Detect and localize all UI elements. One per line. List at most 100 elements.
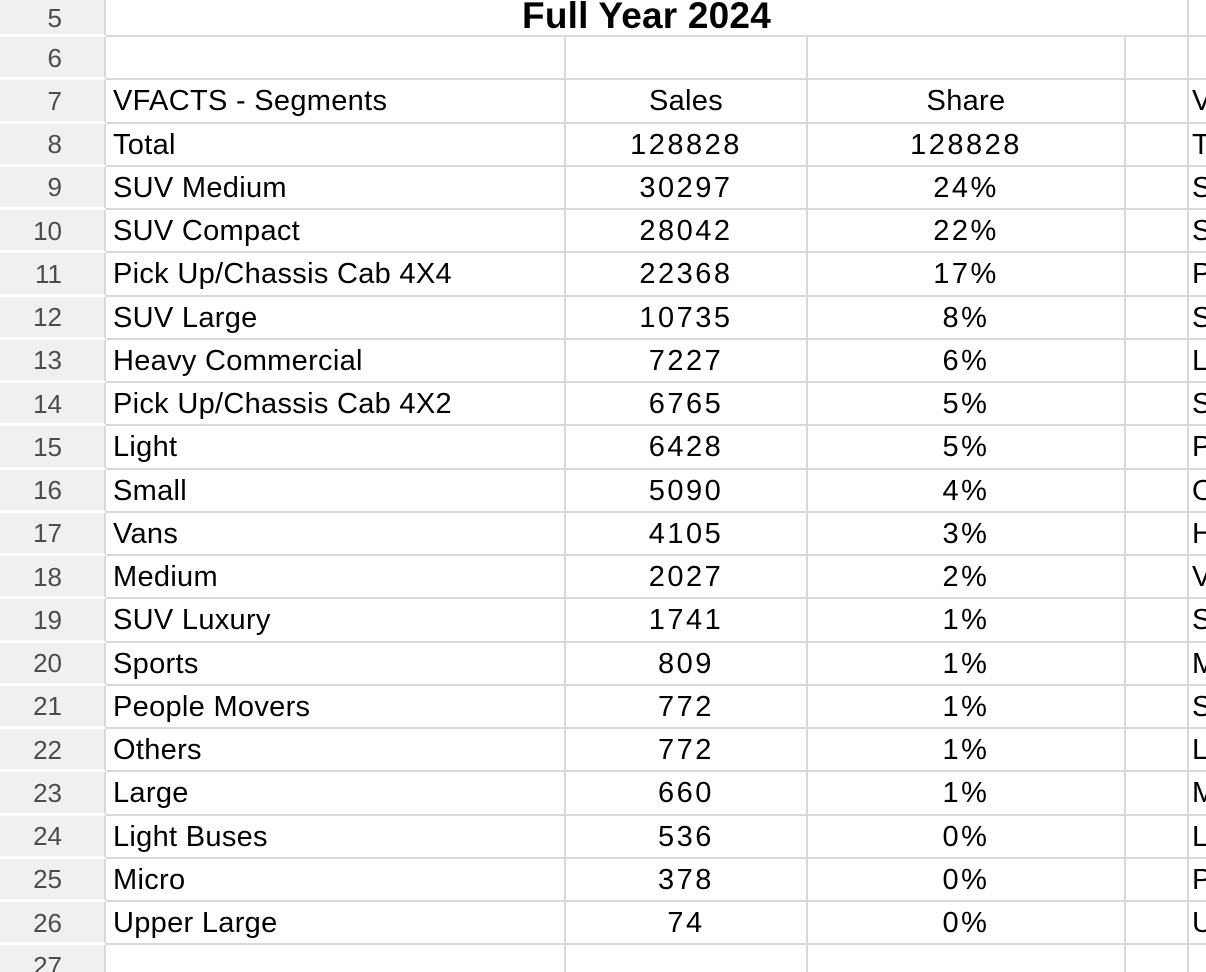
cell-E9[interactable] <box>1126 166 1189 210</box>
cell-E15[interactable] <box>1126 426 1189 470</box>
cell-partial-6[interactable] <box>1189 37 1206 81</box>
cell-sales-27[interactable] <box>566 945 808 972</box>
cell-share-27[interactable] <box>808 945 1126 972</box>
cell-sales-25[interactable]: 378 <box>566 858 808 902</box>
cell-E26[interactable] <box>1126 902 1189 946</box>
cell-share-20[interactable]: 1% <box>808 642 1126 686</box>
cell-partial-21[interactable]: S <box>1189 686 1206 729</box>
row-header-11[interactable]: 11 <box>0 253 106 297</box>
cell-sales-12[interactable]: 10735 <box>566 296 808 340</box>
cell-partial-24[interactable]: L <box>1189 816 1206 859</box>
row-header-21[interactable]: 21 <box>0 685 106 729</box>
cell-sales-14[interactable]: 6765 <box>566 383 808 427</box>
cell-sales-21[interactable]: 772 <box>566 685 808 729</box>
cell-partial-12[interactable]: S <box>1189 297 1206 340</box>
cell-partial-10[interactable]: S <box>1189 210 1206 254</box>
cell-segment-16[interactable]: Small <box>106 469 566 513</box>
cell-segment-10[interactable]: SUV Compact <box>106 210 566 254</box>
cell-sales-23[interactable]: 660 <box>566 772 808 816</box>
cell-E13[interactable] <box>1126 339 1189 383</box>
cell-partial-25[interactable]: P <box>1189 859 1206 902</box>
row-header-6[interactable]: 6 <box>0 37 106 81</box>
cell-partial-22[interactable]: L <box>1189 729 1206 773</box>
cell-segment-15[interactable]: Light <box>106 426 566 470</box>
cell-share-16[interactable]: 4% <box>808 469 1126 513</box>
cell-segment-17[interactable]: Vans <box>106 512 566 556</box>
cell-segment-9[interactable]: SUV Medium <box>106 166 566 210</box>
cell-segment-22[interactable]: Others <box>106 729 566 773</box>
cell-partial-9[interactable]: S <box>1189 167 1206 210</box>
row-header-16[interactable]: 16 <box>0 469 106 513</box>
cell-share-8[interactable]: 128828 <box>808 123 1126 167</box>
cell-E14[interactable] <box>1126 383 1189 427</box>
cell-E11[interactable] <box>1126 253 1189 297</box>
cell-E7[interactable] <box>1126 80 1189 124</box>
cell-share-22[interactable]: 1% <box>808 729 1126 773</box>
cell-partial-23[interactable]: M <box>1189 772 1206 816</box>
row-header-5[interactable]: 5 <box>0 0 106 37</box>
cell-segment-12[interactable]: SUV Large <box>106 296 566 340</box>
cell-segment-23[interactable]: Large <box>106 772 566 816</box>
cell-share-13[interactable]: 6% <box>808 339 1126 383</box>
row-header-10[interactable]: 10 <box>0 210 106 254</box>
cell-share-7[interactable]: Share <box>808 80 1126 124</box>
cell-segment-21[interactable]: People Movers <box>106 685 566 729</box>
cell-partial-7[interactable]: V <box>1189 80 1206 124</box>
cell-partial-27[interactable] <box>1189 945 1206 972</box>
cell-sales-26[interactable]: 74 <box>566 902 808 946</box>
cell-segment-7[interactable]: VFACTS - Segments <box>106 80 566 124</box>
cell-E16[interactable] <box>1126 469 1189 513</box>
cell-share-6[interactable] <box>808 37 1126 81</box>
cell-E23[interactable] <box>1126 772 1189 816</box>
cell-sales-13[interactable]: 7227 <box>566 339 808 383</box>
row-header-19[interactable]: 19 <box>0 599 106 643</box>
cell-sales-18[interactable]: 2027 <box>566 556 808 600</box>
row-header-14[interactable]: 14 <box>0 383 106 427</box>
cell-share-18[interactable]: 2% <box>808 556 1126 600</box>
cell-partial-19[interactable]: S <box>1189 599 1206 643</box>
cell-share-23[interactable]: 1% <box>808 772 1126 816</box>
row-header-25[interactable]: 25 <box>0 858 106 902</box>
cell-sales-22[interactable]: 772 <box>566 729 808 773</box>
cell-E19[interactable] <box>1126 599 1189 643</box>
row-header-9[interactable]: 9 <box>0 166 106 210</box>
cell-sales-6[interactable] <box>566 37 808 81</box>
cell-partial-11[interactable]: P <box>1189 253 1206 297</box>
cell-E21[interactable] <box>1126 685 1189 729</box>
cell-sales-19[interactable]: 1741 <box>566 599 808 643</box>
cell-partial-8[interactable]: T <box>1189 124 1206 167</box>
row-header-20[interactable]: 20 <box>0 642 106 686</box>
row-header-15[interactable]: 15 <box>0 426 106 470</box>
cell-segment-26[interactable]: Upper Large <box>106 902 566 946</box>
cell-E22[interactable] <box>1126 729 1189 773</box>
cell-sales-8[interactable]: 128828 <box>566 123 808 167</box>
cell-partial-26[interactable]: U <box>1189 902 1206 946</box>
row-header-23[interactable]: 23 <box>0 772 106 816</box>
cell-E24[interactable] <box>1126 815 1189 859</box>
cell-sales-10[interactable]: 28042 <box>566 210 808 254</box>
cell-partial-20[interactable]: M <box>1189 643 1206 686</box>
cell-sales-16[interactable]: 5090 <box>566 469 808 513</box>
cell-segment-11[interactable]: Pick Up/Chassis Cab 4X4 <box>106 253 566 297</box>
cell-segment-14[interactable]: Pick Up/Chassis Cab 4X2 <box>106 383 566 427</box>
cell-F5[interactable] <box>1189 0 1206 37</box>
row-header-7[interactable]: 7 <box>0 80 106 124</box>
merged-title-cell[interactable]: Full Year 2024 <box>106 0 1189 37</box>
row-header-24[interactable]: 24 <box>0 815 106 859</box>
cell-share-14[interactable]: 5% <box>808 383 1126 427</box>
cell-sales-9[interactable]: 30297 <box>566 166 808 210</box>
cell-share-11[interactable]: 17% <box>808 253 1126 297</box>
cell-partial-16[interactable]: O <box>1189 470 1206 513</box>
cell-segment-27[interactable] <box>106 945 566 972</box>
cell-share-26[interactable]: 0% <box>808 902 1126 946</box>
cell-segment-18[interactable]: Medium <box>106 556 566 600</box>
row-header-27[interactable]: 27 <box>0 945 106 972</box>
cell-share-15[interactable]: 5% <box>808 426 1126 470</box>
cell-E8[interactable] <box>1126 123 1189 167</box>
cell-share-10[interactable]: 22% <box>808 210 1126 254</box>
cell-E25[interactable] <box>1126 858 1189 902</box>
cell-segment-8[interactable]: Total <box>106 123 566 167</box>
cell-segment-25[interactable]: Micro <box>106 858 566 902</box>
cell-E6[interactable] <box>1126 37 1189 81</box>
cell-share-12[interactable]: 8% <box>808 296 1126 340</box>
